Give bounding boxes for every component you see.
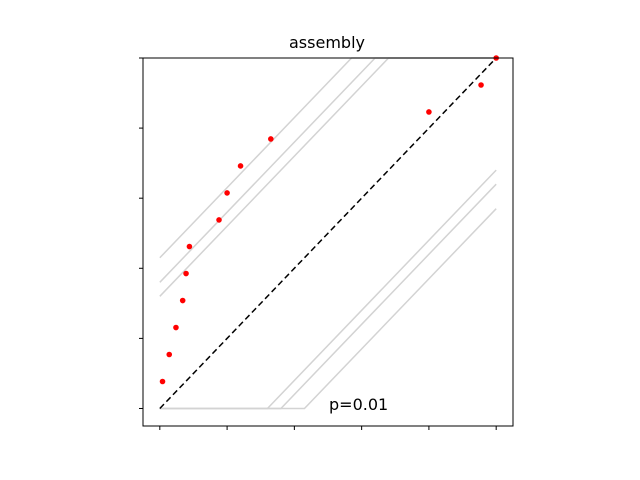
plot-frame xyxy=(142,57,514,427)
data-point xyxy=(216,217,222,223)
band-line-5 xyxy=(159,183,497,410)
band-line-2 xyxy=(159,57,497,283)
data-point xyxy=(186,243,193,250)
plot-content xyxy=(159,55,499,410)
x-axis-ticks xyxy=(159,426,497,430)
data-point xyxy=(237,163,244,169)
data-point xyxy=(173,324,179,331)
data-point xyxy=(179,297,186,304)
data-point xyxy=(224,190,230,196)
band-line-6 xyxy=(159,208,497,410)
chart-title: assembly xyxy=(289,33,365,52)
reference-diagonal-line xyxy=(159,57,497,409)
y-axis-ticks xyxy=(139,57,143,409)
band-line-1 xyxy=(159,57,497,259)
data-point xyxy=(166,351,173,358)
data-point xyxy=(268,136,274,142)
data-point xyxy=(159,378,166,385)
p-value-annotation: p=0.01 xyxy=(329,395,388,414)
data-point xyxy=(183,270,189,277)
data-point xyxy=(426,109,432,115)
data-point xyxy=(478,82,484,88)
